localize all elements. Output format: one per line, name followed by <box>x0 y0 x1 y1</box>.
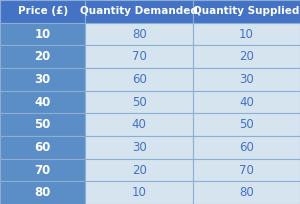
Bar <box>0 181 85 204</box>
Bar <box>193 91 300 113</box>
Bar <box>0 45 85 68</box>
Bar <box>193 136 300 159</box>
Text: 80: 80 <box>132 28 147 41</box>
Bar <box>85 136 193 159</box>
Text: 10: 10 <box>239 28 254 41</box>
Text: 70: 70 <box>34 163 51 176</box>
Bar <box>0 136 85 159</box>
Text: 60: 60 <box>239 141 254 154</box>
Text: 80: 80 <box>239 186 254 199</box>
Text: 10: 10 <box>34 28 51 41</box>
Text: 30: 30 <box>132 141 147 154</box>
Bar <box>193 45 300 68</box>
Text: 40: 40 <box>34 95 51 109</box>
Text: 20: 20 <box>132 163 147 176</box>
Bar <box>85 159 193 181</box>
Bar <box>193 0 300 23</box>
Text: 50: 50 <box>34 118 51 131</box>
Text: Price (£): Price (£) <box>18 6 68 16</box>
Text: 30: 30 <box>34 73 51 86</box>
Text: 80: 80 <box>34 186 51 199</box>
Text: Quantity Demanded: Quantity Demanded <box>80 6 198 16</box>
Text: 50: 50 <box>239 118 254 131</box>
Bar <box>0 68 85 91</box>
Text: 20: 20 <box>34 50 51 63</box>
Text: 40: 40 <box>239 95 254 109</box>
Text: Quantity Supplied: Quantity Supplied <box>194 6 300 16</box>
Bar <box>193 181 300 204</box>
Bar <box>0 23 85 45</box>
Bar <box>0 0 85 23</box>
Bar <box>85 181 193 204</box>
Bar <box>193 68 300 91</box>
Text: 60: 60 <box>34 141 51 154</box>
Bar <box>0 159 85 181</box>
Bar <box>193 23 300 45</box>
Text: 60: 60 <box>132 73 147 86</box>
Bar <box>85 45 193 68</box>
Bar <box>0 91 85 113</box>
Bar <box>193 113 300 136</box>
Text: 40: 40 <box>132 118 147 131</box>
Bar <box>0 113 85 136</box>
Text: 70: 70 <box>239 163 254 176</box>
Text: 50: 50 <box>132 95 147 109</box>
Text: 30: 30 <box>239 73 254 86</box>
Bar <box>85 23 193 45</box>
Bar <box>85 68 193 91</box>
Bar <box>85 91 193 113</box>
Text: 20: 20 <box>239 50 254 63</box>
Bar <box>85 0 193 23</box>
Text: 70: 70 <box>132 50 147 63</box>
Bar <box>85 113 193 136</box>
Bar <box>193 159 300 181</box>
Text: 10: 10 <box>132 186 147 199</box>
